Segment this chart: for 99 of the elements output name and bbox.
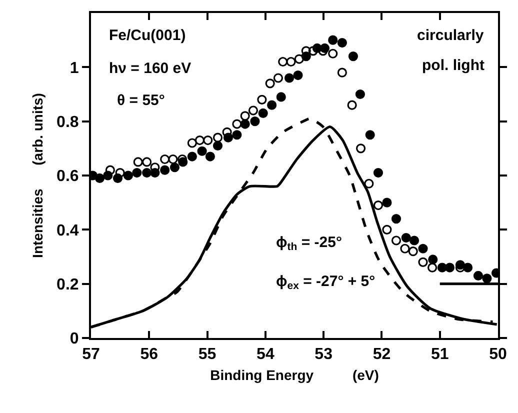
point [320,43,330,54]
point [197,146,207,156]
point [123,170,134,180]
point [301,52,311,62]
point [276,92,286,102]
x-tick-label: 51 [430,346,449,364]
point [94,173,105,184]
point [482,274,492,284]
annotation: Fe/Cu(001) [109,27,186,44]
point [382,198,392,208]
point [240,119,250,129]
point [286,56,296,67]
y-tick-label: 1 [70,60,79,77]
point [212,132,223,142]
point [103,170,113,180]
point [444,262,455,272]
point [418,244,428,254]
annotation: pol. light [422,57,484,74]
point [278,56,288,67]
x-tick-label: 53 [314,346,333,364]
point [373,168,384,178]
point [240,111,250,121]
point [293,70,303,80]
x-tick-label: 54 [256,346,274,364]
point [455,260,466,270]
point [142,157,152,167]
point [273,73,284,83]
point [428,262,438,272]
point [462,262,473,272]
point [203,135,213,146]
point [409,236,420,246]
point [267,100,277,110]
x-tick-label: 56 [140,346,158,364]
annotation: circularly [417,27,484,44]
point [348,52,358,62]
x-axis-title: Binding Energy (eV) [210,367,379,383]
point [250,116,260,126]
point [337,38,347,48]
annotation: θ = 55° [117,92,165,109]
point [337,68,347,78]
point [328,35,338,45]
point [418,257,428,267]
point [133,157,143,167]
point [150,168,160,178]
annotation: hν = 160 eV [109,60,192,77]
x-tick-label: 57 [82,346,100,364]
point [160,154,170,164]
point [222,127,232,137]
point [356,144,366,154]
point [194,135,205,146]
point [401,232,411,243]
point [382,224,392,234]
y-tick-label: 0.6 [56,168,79,186]
x-tick-label: 52 [372,346,391,364]
point [284,73,294,83]
y-tick-label: 0.4 [56,222,79,240]
point [408,246,418,256]
y-tick-label: 0.8 [56,114,79,131]
point [168,154,178,164]
point [437,262,447,272]
x-tick-label: 50 [489,346,507,364]
point [312,43,322,54]
point [187,138,197,148]
point [170,162,180,172]
point [248,106,258,116]
point [364,178,374,188]
point [400,244,410,254]
point [223,132,234,142]
y-axis-title: Intensities (arb. units) [30,93,46,258]
point [105,165,115,175]
point [355,89,365,100]
point [391,236,402,246]
point [212,140,223,151]
point [391,214,402,224]
point [160,165,170,175]
point [178,157,188,167]
point [205,152,215,162]
point [187,152,197,162]
y-tick-label: 0 [70,330,79,348]
point [132,168,142,178]
point [428,254,438,264]
annotation: ϕ$_{ex}$ = -27° + 5° [276,273,376,292]
point [473,270,484,281]
point [347,100,357,110]
point [232,130,242,140]
point [365,130,375,140]
y-tick-label: 0.2 [56,276,79,294]
x-tick-label: 55 [198,346,216,364]
point [258,108,268,118]
point [328,48,338,58]
point [294,54,304,64]
point [373,200,384,210]
point [265,78,275,88]
point [115,168,125,178]
annotation: ϕ$_{th}$ = -25° [276,234,342,254]
point [142,168,152,178]
point [232,119,242,129]
point [257,94,267,104]
point [112,173,123,184]
